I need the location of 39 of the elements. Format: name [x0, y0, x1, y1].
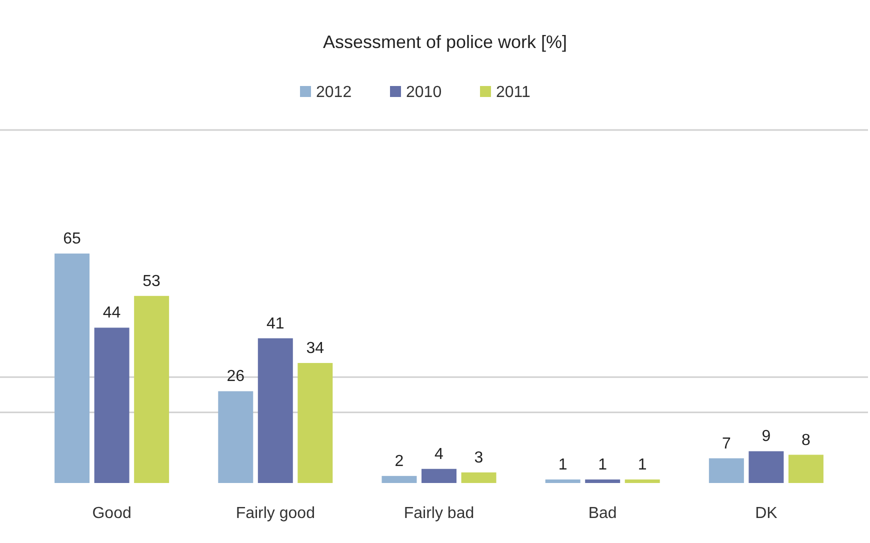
data-label: 26 [226, 368, 245, 386]
bar [708, 458, 744, 483]
bar [788, 454, 824, 483]
bar [218, 391, 254, 483]
data-label: 1 [638, 456, 647, 474]
legend-label: 2011 [496, 84, 531, 101]
bar [545, 479, 580, 483]
bar [134, 296, 170, 483]
legend-label: 2012 [316, 84, 352, 101]
x-tick-label: Fairly good [236, 505, 315, 522]
data-label: 41 [266, 315, 284, 332]
data-label: 65 [63, 230, 82, 248]
bar [382, 476, 417, 483]
data-label: 4 [434, 446, 444, 463]
bar [54, 254, 90, 483]
data-label: 44 [102, 304, 121, 322]
x-tick-label: Fairly bad [404, 505, 474, 522]
data-label: 53 [142, 272, 161, 290]
x-tick-label: DK [755, 505, 778, 522]
data-label: 3 [474, 449, 484, 466]
data-label: 1 [558, 456, 568, 474]
bar [624, 479, 660, 483]
bar [585, 479, 620, 483]
bar [461, 472, 496, 483]
data-label: 8 [802, 432, 811, 449]
legend-label: 2010 [406, 84, 442, 101]
bar [94, 328, 130, 483]
x-tick-label: Good [92, 505, 132, 522]
bar [298, 362, 333, 483]
data-label: 34 [306, 340, 324, 357]
x-tick-label: Bad [588, 505, 617, 522]
bar [258, 338, 293, 483]
data-label: 7 [722, 435, 731, 452]
bar [422, 468, 456, 483]
data-label: 9 [762, 428, 771, 446]
chart-title: Assessment of police work [%] [322, 32, 568, 52]
bar [748, 451, 784, 483]
data-label: 2 [394, 452, 404, 470]
data-label: 1 [598, 456, 608, 474]
